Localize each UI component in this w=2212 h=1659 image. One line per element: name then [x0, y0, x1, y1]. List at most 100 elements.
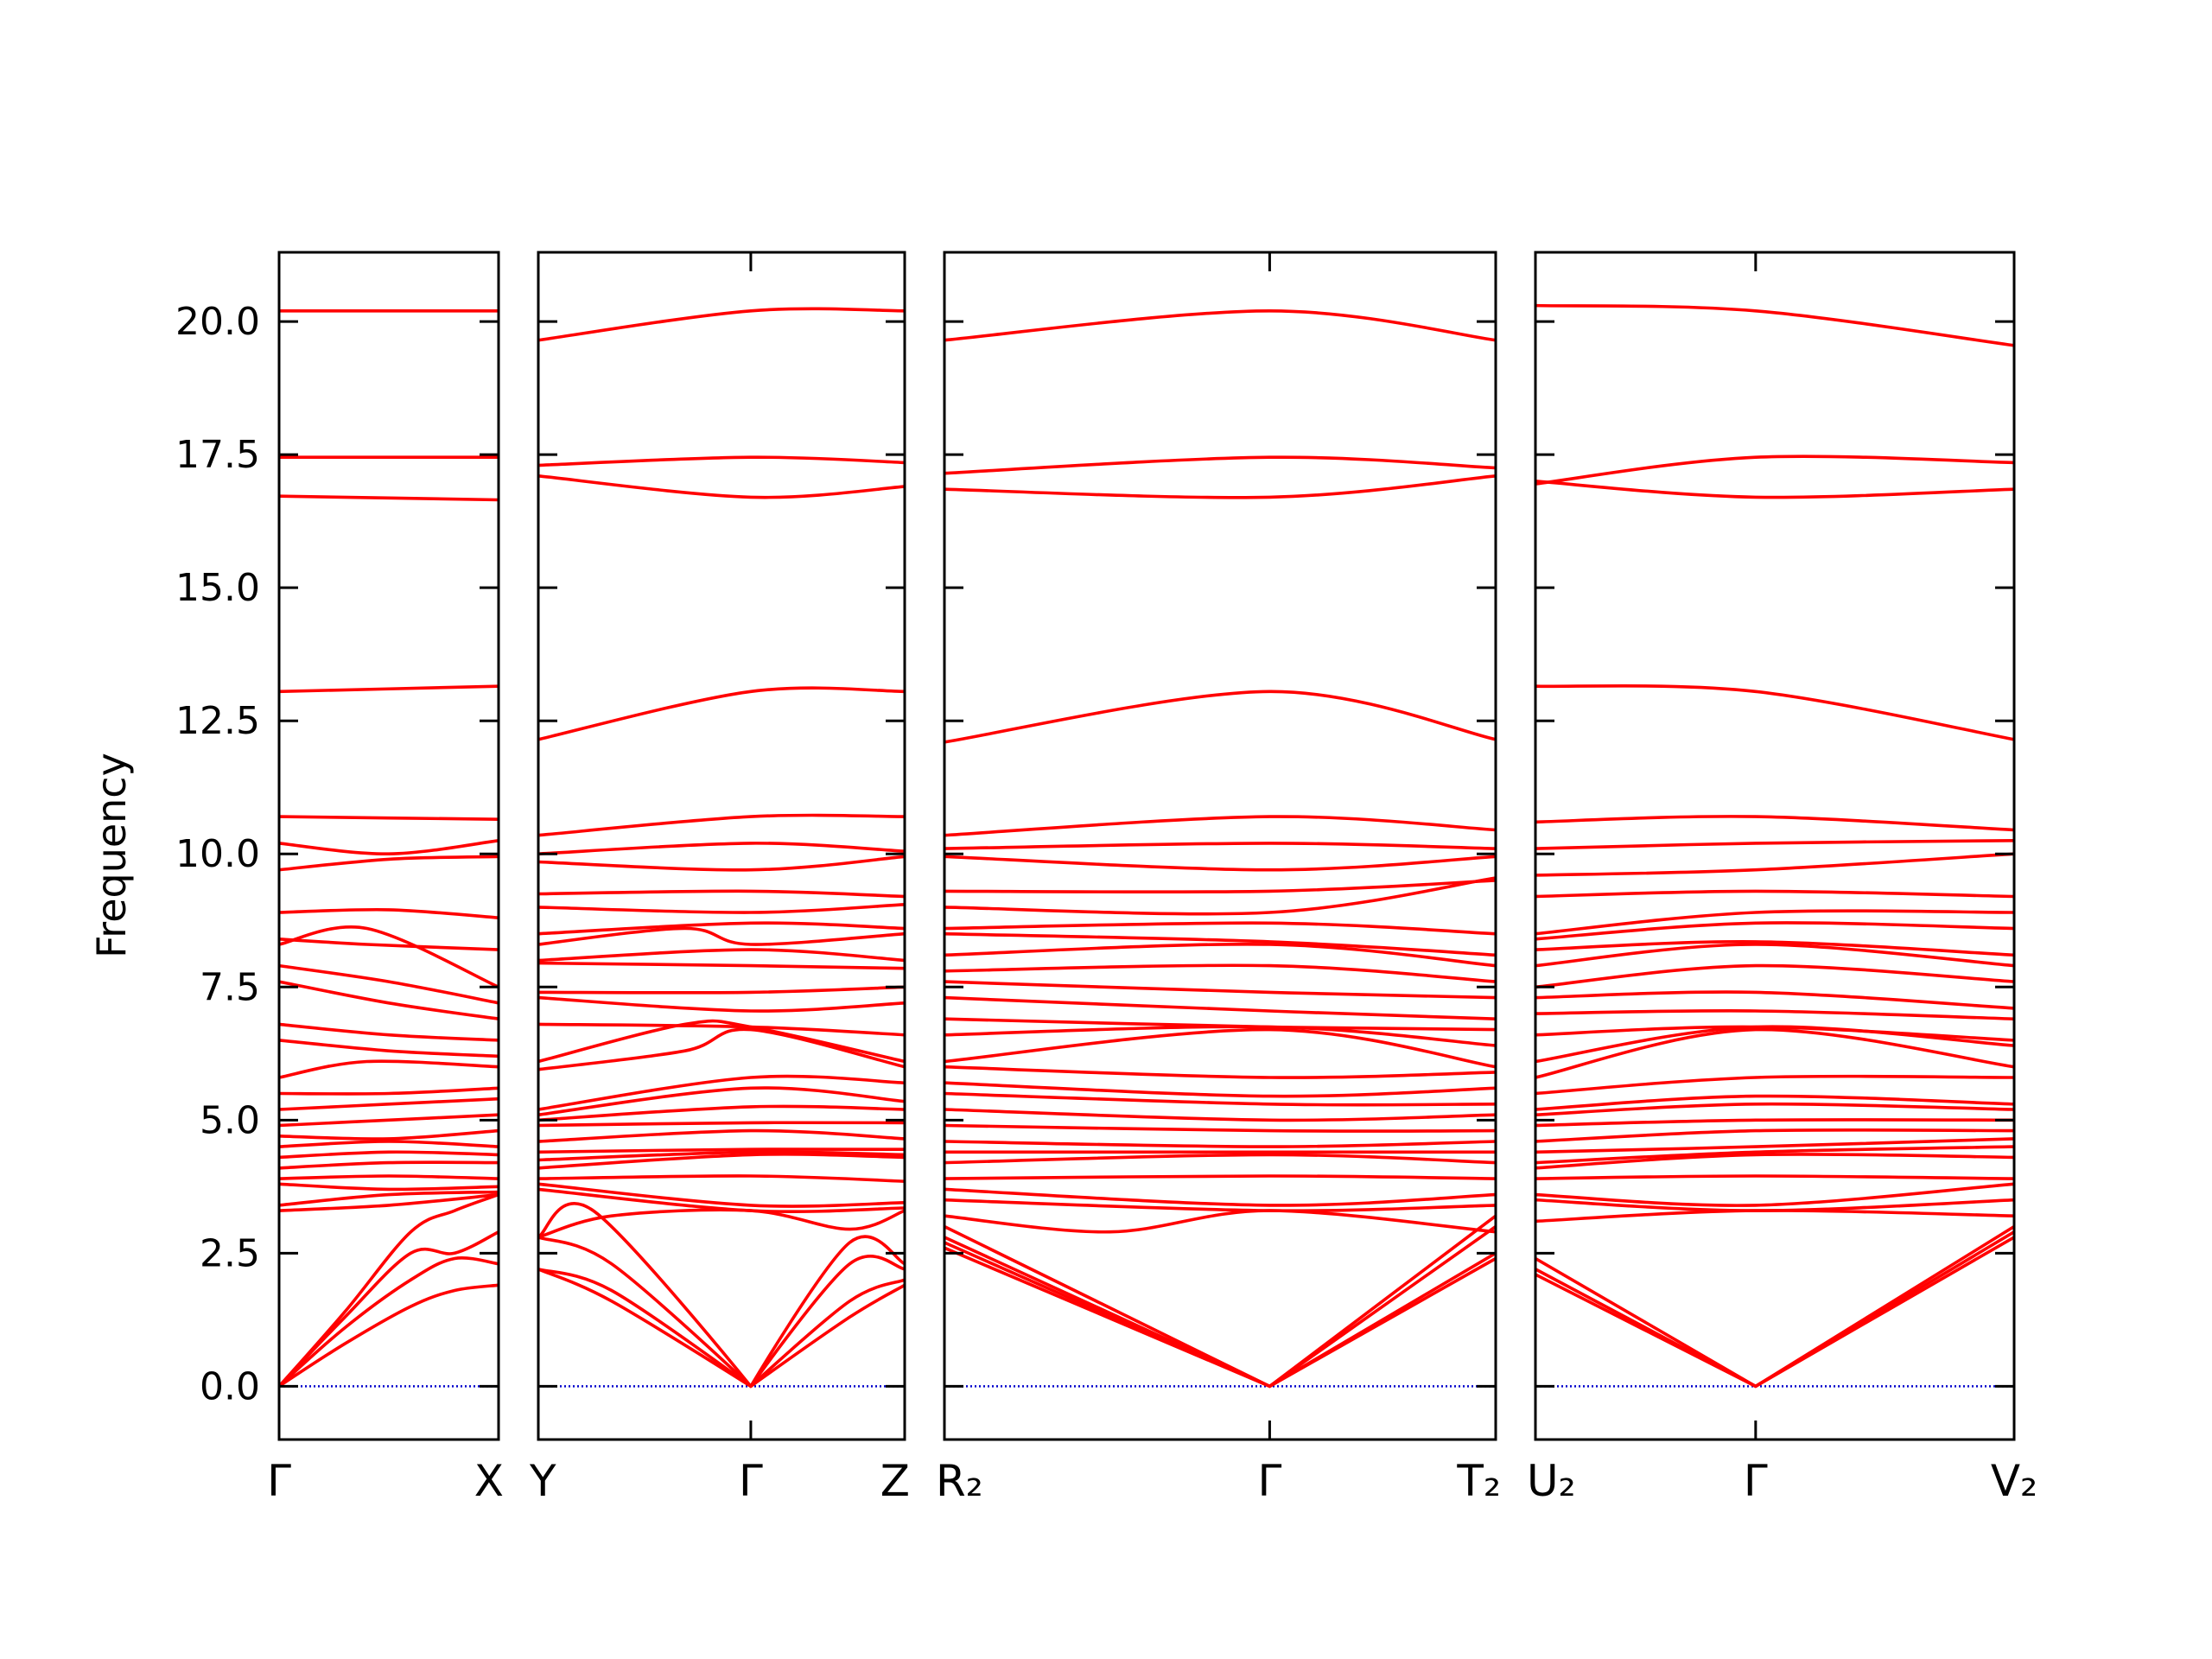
band-line: [1535, 1174, 2015, 1180]
band-line: [537, 1150, 906, 1162]
band-line: [537, 1182, 906, 1208]
band-line: [1535, 1209, 2015, 1224]
band-line: [1535, 1236, 2015, 1389]
y-tick-label: 10.0: [175, 832, 260, 876]
band-line: [278, 494, 499, 502]
band-line: [537, 686, 906, 741]
band-line: [1535, 839, 2015, 850]
band-line: [1535, 921, 2015, 941]
band-line: [944, 1246, 1497, 1389]
band-line: [1535, 1009, 2015, 1020]
band-line: [1535, 480, 2015, 499]
band-line: [537, 813, 906, 837]
band-line: [537, 1174, 906, 1183]
band-line: [1535, 1182, 2015, 1207]
kpoint-label: Z: [880, 1456, 910, 1506]
band-line: [537, 307, 906, 342]
band-line: [537, 995, 906, 1013]
band-line: [537, 1128, 906, 1143]
band-line: [278, 1022, 499, 1042]
y-tick-label: 2.5: [200, 1231, 260, 1275]
panel-frame: [943, 251, 1497, 1441]
panel-u2-gamma-v2: U₂ Γ V₂: [1527, 251, 2037, 1506]
band-line: [1535, 943, 2015, 968]
band-line: [278, 1059, 499, 1079]
band-line: [944, 942, 1497, 968]
band-line: [278, 907, 499, 919]
band-line: [278, 1160, 499, 1170]
band-line: [1535, 1074, 2015, 1096]
band-line: [944, 474, 1497, 499]
band-line: [944, 1027, 1497, 1069]
band-line: [1535, 990, 2015, 1010]
y-tick-label: 17.5: [175, 433, 260, 477]
band-line: [537, 1147, 906, 1154]
band-line: [944, 690, 1497, 744]
band-line: [944, 931, 1497, 957]
band-line: [278, 684, 499, 694]
band-line: [278, 1182, 499, 1192]
band-line: [278, 855, 499, 872]
band-line: [277, 1256, 499, 1388]
band-line: [944, 815, 1497, 837]
band-line: [1535, 1102, 2015, 1116]
band-line: [278, 1096, 499, 1111]
band-line: [278, 1192, 499, 1212]
kpoint-label: T₂: [1456, 1456, 1501, 1506]
band-line: [944, 1108, 1497, 1122]
y-tick-label: 12.5: [175, 699, 260, 743]
y-axis-label: Frequency: [88, 753, 135, 958]
band-line: [1535, 683, 2015, 741]
band-line: [278, 1174, 499, 1180]
band-line: [278, 1128, 499, 1141]
band-line: [944, 921, 1497, 936]
band-line: [944, 963, 1497, 983]
panel-gamma-x: Γ X 0.0 2.5 5.0 7.5 10.0 12.5 15.0 17.5 20.0: [175, 251, 504, 1506]
kpoint-label: Γ: [1257, 1456, 1281, 1506]
band-line: [1535, 909, 2015, 936]
band-line: [944, 1081, 1497, 1098]
band-line: [537, 889, 906, 899]
band-line: [537, 1104, 906, 1122]
band-line: [537, 903, 906, 914]
band-line: [537, 948, 906, 963]
band-line: [537, 1019, 906, 1064]
band-line: [278, 1283, 499, 1388]
band-line: [1535, 889, 2015, 899]
band-line: [537, 1027, 906, 1071]
band-line: [537, 1268, 906, 1389]
band-line: [1535, 963, 2015, 989]
band-line: [944, 876, 1497, 916]
kpoint-label: Γ: [739, 1456, 763, 1506]
band-line: [944, 855, 1497, 872]
panel-r2-gamma-t2: R₂ Γ T₂: [936, 251, 1501, 1506]
band-line: [278, 1113, 499, 1128]
band-line: [1535, 1027, 2015, 1079]
band-line: [1535, 852, 2015, 877]
band-line: [537, 985, 906, 995]
y-tick-label: 15.0: [175, 566, 260, 610]
band-line: [278, 980, 499, 1020]
band-line: [1535, 1025, 2015, 1064]
kpoint-label: Y: [529, 1456, 556, 1506]
band-line: [537, 842, 906, 855]
band-line: [944, 995, 1497, 1020]
y-tick-label: 0.0: [200, 1364, 260, 1408]
band-line: [278, 1039, 499, 1058]
band-line: [278, 1190, 499, 1207]
band-line: [278, 938, 499, 951]
band-line: [278, 963, 499, 1005]
band-line: [1535, 940, 2015, 957]
band-line: [944, 455, 1497, 475]
kpoint-label: R₂: [936, 1456, 983, 1506]
band-line: [1535, 815, 2015, 832]
kpoint-label: Γ: [1744, 1456, 1768, 1506]
band-line: [944, 309, 1497, 342]
band-line: [537, 961, 906, 970]
band-line: [1535, 303, 2015, 347]
kpoint-label: U₂: [1527, 1456, 1576, 1506]
band-line: [944, 1123, 1497, 1133]
panel-frame: [1534, 251, 2016, 1441]
band-line: [537, 474, 906, 499]
